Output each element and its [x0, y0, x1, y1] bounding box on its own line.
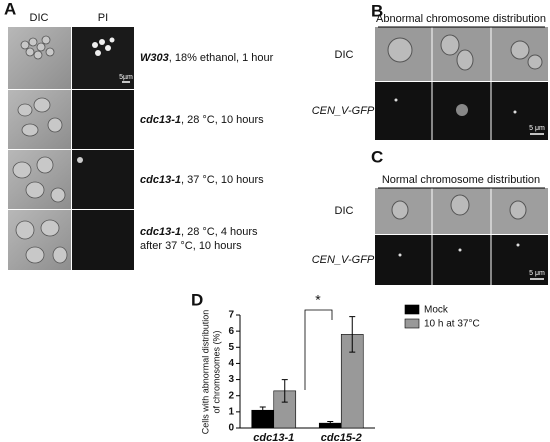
panel-label: C	[371, 147, 383, 166]
scale-bar-label: 5µm	[119, 74, 133, 81]
scale-bar-label: 5 μm	[529, 270, 545, 277]
condition: , 28 °C, 10 hours	[181, 114, 264, 126]
y-axis-label: Cells with abnormal distribution	[200, 310, 210, 435]
significance-marker: *	[315, 292, 321, 308]
row-label: DIC	[335, 205, 354, 217]
strain: cdc13-1	[140, 174, 181, 186]
condition: , 18% ethanol, 1 hour	[169, 52, 274, 64]
legend-label: Mock	[424, 305, 449, 316]
row-label: CEN_V-GFP	[312, 254, 375, 266]
y-tick-label: 0	[228, 423, 234, 434]
panel-label: B	[371, 1, 383, 20]
legend-swatch	[404, 304, 420, 315]
y-tick-label: 2	[228, 390, 234, 401]
y-tick-label: 1	[228, 406, 234, 417]
row-label: CEN_V-GFP	[312, 105, 375, 117]
strain: cdc13-1	[140, 226, 181, 238]
x-tick-label: cdc15-2	[321, 432, 362, 442]
y-tick-label: 6	[228, 326, 234, 337]
legend-swatch	[404, 318, 420, 329]
panel-label: A	[4, 0, 16, 18]
strain: cdc13-1	[140, 114, 181, 126]
error-bar	[259, 406, 266, 414]
row-label: DIC	[335, 49, 354, 61]
row-label: cdc13-1, 37 °C, 10 hours	[140, 174, 264, 186]
column-header: PI	[98, 12, 108, 24]
images	[8, 26, 548, 390]
y-tick-label: 5	[228, 342, 234, 353]
y-tick-label: 4	[228, 358, 234, 369]
row-label: W303, 18% ethanol, 1 hour	[140, 52, 274, 64]
y-tick-label: 7	[228, 310, 234, 321]
row-label: cdc13-1, 28 °C, 10 hours	[140, 114, 264, 126]
panel-header: Abnormal chromosome distribution	[376, 13, 546, 25]
error-bar	[349, 316, 356, 353]
condition: , 37 °C, 10 hours	[181, 174, 264, 186]
row-label: cdc13-1, 28 °C, 4 hours	[140, 226, 258, 238]
y-axis-label: of chromosomes (%)	[211, 330, 221, 413]
condition: , 28 °C, 4 hours	[181, 226, 258, 238]
scale-bar-label: 5 μm	[529, 125, 545, 132]
legend-label: 10 h at 37°C	[424, 319, 480, 330]
error-bar	[281, 379, 288, 403]
strain: W303	[140, 52, 169, 64]
panel-label: D	[191, 290, 203, 309]
row-label: after 37 °C, 10 hours	[140, 240, 242, 252]
x-tick-label: cdc13-1	[253, 432, 294, 442]
error-bar	[327, 421, 334, 426]
column-header: DIC	[30, 12, 49, 24]
y-tick-label: 3	[228, 374, 234, 385]
panel-header: Normal chromosome distribution	[382, 174, 540, 186]
